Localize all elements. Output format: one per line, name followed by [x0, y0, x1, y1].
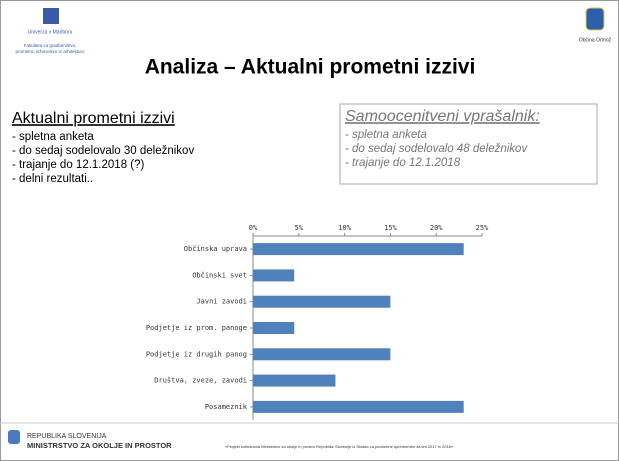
- logo-text: Fakulteta za gradbeništvo,: [24, 43, 77, 48]
- right-item: - spletna anketa: [345, 129, 427, 141]
- category-label: Društva, zveze, zavodi: [154, 377, 247, 385]
- category-label: Občinska uprava: [184, 245, 247, 253]
- left-item: - trajanje do 12.1.2018 (?): [12, 159, 145, 171]
- logo-text: Občina Ormož: [579, 37, 612, 43]
- right-heading: Samoocenitveni vprašalnik:: [345, 108, 540, 125]
- bar: [253, 322, 295, 334]
- x-tick-label: 15%: [384, 224, 397, 232]
- x-tick-label: 5%: [295, 224, 304, 232]
- bar: [253, 400, 464, 413]
- ministry: MINISTRSTVO ZA OKOLJE IN PROSTOR: [27, 441, 172, 450]
- crest-icon: [8, 430, 20, 444]
- x-tick-label: 0%: [249, 224, 258, 232]
- slide-title: Analiza – Aktualni prometni izzivi: [145, 56, 476, 79]
- logo-text: prometno inženirstvo in arhitekturo: [15, 49, 85, 54]
- left-item: - do sedaj sodelovalo 30 deležnikov: [12, 145, 194, 157]
- footer-note: »Projekt sofinancira Ministrstvo za okol…: [225, 444, 454, 449]
- left-item: - spletna anketa: [12, 131, 94, 143]
- bar: [253, 243, 464, 256]
- logo-text: Univerza v Mariboru: [28, 29, 73, 35]
- logo-icon: [43, 8, 59, 24]
- left-heading: Aktualni prometni izzivi: [12, 110, 175, 127]
- category-label: Občinski svet: [192, 271, 247, 279]
- x-tick-label: 10%: [338, 224, 351, 232]
- category-label: Podjetje iz drugih panog: [146, 350, 247, 358]
- category-label: Posameznik: [205, 403, 248, 411]
- bar: [253, 374, 336, 387]
- crest-icon: [585, 7, 605, 31]
- x-tick-label: 25%: [476, 224, 489, 232]
- right-item: - trajanje do 12.1.2018: [345, 157, 461, 169]
- category-label: Podjetje iz prom. panoge: [146, 324, 247, 332]
- bar: [253, 295, 391, 308]
- questionnaire-box: [339, 103, 598, 185]
- category-label: Javni zavodi: [196, 298, 247, 306]
- ministry: REPUBLIKA SLOVENIJA: [27, 433, 107, 440]
- bar: [253, 269, 295, 282]
- right-item: - do sedaj sodelovalo 48 deležnikov: [345, 143, 528, 155]
- left-item: - delni rezultati..: [12, 173, 93, 185]
- x-tick-label: 20%: [430, 224, 443, 232]
- bar: [253, 348, 391, 361]
